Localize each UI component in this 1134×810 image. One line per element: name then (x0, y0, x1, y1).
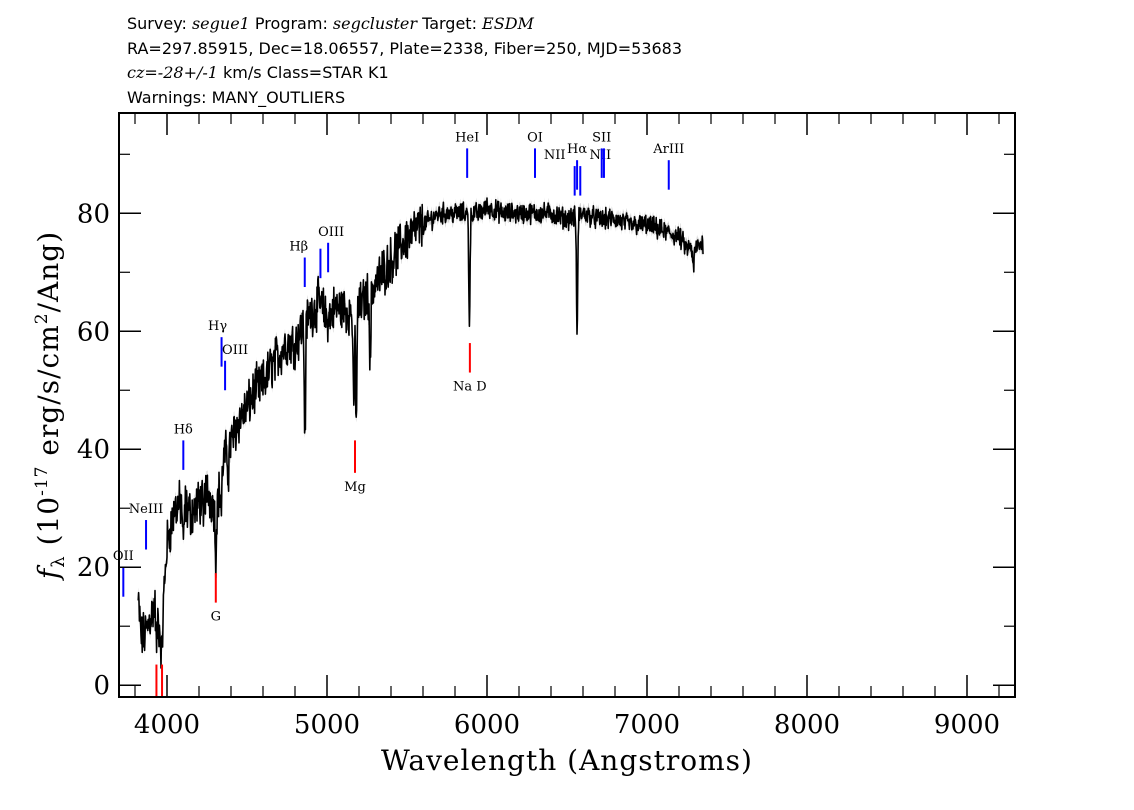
y-label-f: f (32, 564, 65, 581)
spectral-line-label: NeIII (129, 502, 163, 517)
spectral-line-label: OI (527, 130, 543, 145)
y-axis-title: fλ (10-17 erg/s/cm2/Ang) (32, 231, 69, 581)
spectral-line-label: Hγ (208, 319, 227, 334)
y-label-mid: (10 (32, 496, 65, 555)
y-tick-label: 80 (77, 199, 110, 229)
spectral-line-label: Hδ (174, 422, 193, 437)
header-line-survey: Survey: segue1 Program: segcluster Targe… (127, 12, 682, 37)
spectral-line-label: NII (589, 148, 611, 163)
spectral-line-label: SII (592, 130, 611, 145)
spectrum-header: Survey: segue1 Program: segcluster Targe… (127, 12, 682, 110)
spectrum-line (137, 197, 704, 669)
program-label: Program: (249, 14, 333, 33)
x-tick-label: 8000 (774, 710, 840, 740)
y-tick-label: 40 (77, 435, 110, 465)
plot-frame (118, 112, 1016, 698)
target-value: ESDM (482, 14, 534, 33)
x-tick-label: 4000 (134, 710, 200, 740)
spectral-line-label: Mg (344, 480, 366, 495)
spectral-line-label: HeI (455, 130, 479, 145)
error-band-layer (138, 192, 703, 674)
class-text: km/s Class=STAR K1 (217, 63, 389, 82)
spectral-line-label: OIII (318, 225, 344, 240)
x-tick-label: 6000 (454, 710, 520, 740)
spectral-line-label: Na D (453, 380, 487, 395)
y-label-exp1: -17 (32, 465, 52, 495)
spectral-line-label: OII (113, 549, 134, 564)
header-line-coords: RA=297.85915, Dec=18.06557, Plate=2338, … (127, 38, 683, 58)
ticks-layer (119, 113, 1015, 697)
spectral-line-label: OIII (222, 343, 248, 358)
program-value: segcluster (332, 14, 417, 33)
header-line-warnings: Warnings: MANY_OUTLIERS (127, 87, 346, 107)
x-tick-label: 9000 (934, 710, 1000, 740)
spectral-line-label: NII (544, 148, 566, 163)
y-tick-label: 20 (77, 553, 110, 583)
spectral-line-label: G (211, 610, 221, 625)
spectrum-error-band (138, 192, 703, 674)
cz-label: cz (127, 63, 145, 82)
survey-value: segue1 (191, 14, 250, 33)
y-tick-label: 0 (93, 671, 110, 701)
spectral-line-label: Hα (567, 142, 587, 157)
x-tick-label: 7000 (614, 710, 680, 740)
y-label-sub: λ (48, 555, 69, 567)
header-line-redshift: cz=-28+/-1 km/s Class=STAR K1 (127, 61, 682, 86)
tick-labels-layer: 4000 5000 6000 7000 8000 9000 0 20 40 60 80 (77, 199, 1000, 740)
survey-label: Survey: (127, 14, 192, 33)
target-label: Target: (416, 14, 483, 33)
y-label-units: erg/s/cm (32, 324, 65, 465)
y-tick-label: 60 (77, 317, 110, 347)
x-tick-label: 5000 (294, 710, 360, 740)
spectrum-layer (137, 197, 704, 669)
cz-value: =-28+/-1 (144, 63, 218, 82)
y-label-exp2: 2 (32, 312, 52, 324)
y-label-ang: /Ang) (32, 231, 65, 313)
spectral-line-label: Hβ (289, 240, 308, 255)
spectral-line-label: ArIII (652, 142, 684, 157)
x-axis-title: Wavelength (Angstroms) (381, 744, 753, 777)
